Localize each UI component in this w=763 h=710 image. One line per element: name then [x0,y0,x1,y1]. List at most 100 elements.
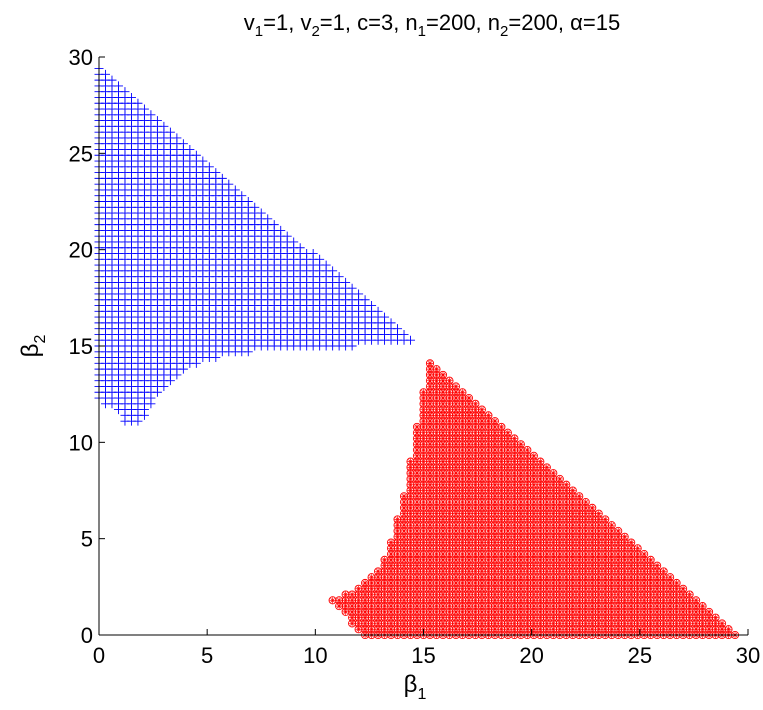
data-point-star [420,545,427,552]
data-point-star [420,435,427,442]
data-point-star [420,406,427,413]
data-point-star [394,551,401,558]
data-point-star [407,568,414,575]
data-point-star [401,510,408,517]
data-point-star [439,551,446,558]
data-point [438,370,448,379]
data-point-star [439,464,446,471]
data-point-star [355,608,362,615]
data-point-star [459,527,466,534]
data-point-star [439,608,446,615]
data-point-star [426,545,433,552]
data-point-star [433,481,440,488]
data-point-star [355,614,362,621]
data-point-star [401,574,408,581]
data-point-star [439,539,446,546]
y-tick-label: 25 [69,141,93,166]
data-point-star [414,504,421,511]
data-point-star [388,556,395,563]
data-point [451,382,461,391]
data-point-star [433,504,440,511]
data-point [367,301,377,311]
data-point-star [414,423,421,430]
data-point-star [433,366,440,373]
data-point-star [433,556,440,563]
data-point-star [485,412,492,419]
data-point-star [375,591,382,598]
data-point-star [452,556,459,563]
data-point-star [433,371,440,378]
data-point [243,197,253,206]
data-point [380,312,390,322]
data-point-star [452,510,459,517]
data-point-star [608,522,615,529]
data-point-star [621,533,628,540]
data-point-star [401,516,408,523]
data-point-star [420,551,427,558]
data-point-star [426,418,433,425]
data-point-star [355,585,362,592]
data-point-star [426,441,433,448]
data-point-star [446,389,453,396]
data-point [126,92,136,102]
x-tick-label: 20 [519,643,543,668]
data-point-star [433,591,440,598]
data-point-star [446,603,453,610]
data-point-star [407,475,414,482]
data-point-star [426,389,433,396]
data-point-star [414,591,421,598]
data-point-star [381,556,388,563]
data-point-star [420,608,427,615]
data-point [386,318,396,328]
data-point-star [426,522,433,529]
data-point-star [439,395,446,402]
data-point-star [401,579,408,586]
data-point-star [589,504,596,511]
data-point-star [446,522,453,529]
data-point-star [426,591,433,598]
data-point-star [420,447,427,454]
data-point-star [446,441,453,448]
data-point-star [368,626,375,633]
data-point-star [433,626,440,633]
data-point-star [439,383,446,390]
data-point-star [452,400,459,407]
data-point-star [401,620,408,627]
data-point-star [368,585,375,592]
data-point-star [439,447,446,454]
data-point [269,220,279,230]
data-point-star [465,620,472,627]
data-point-star [414,551,421,558]
data-point-star [426,487,433,494]
data-point-star [401,626,408,633]
data-point-star [452,626,459,633]
data-point-star [439,522,446,529]
data-point-star [414,626,421,633]
data-point-star [420,568,427,575]
data-point-star [446,475,453,482]
data-point-star [414,510,421,517]
data-point-star [446,510,453,517]
data-point-star [407,464,414,471]
data-point-star [459,429,466,436]
data-point-star [452,568,459,575]
data-point-star [420,493,427,500]
data-point-star [420,620,427,627]
data-point-star [452,470,459,477]
data-point-star [439,603,446,610]
data-point-star [414,533,421,540]
data-point-star [426,447,433,454]
data-point-star [414,556,421,563]
data-point-star [452,522,459,529]
data-point-star [355,603,362,610]
data-point-star [414,464,421,471]
data-point-star [439,585,446,592]
data-point-star [433,562,440,569]
data-point-star [401,568,408,575]
data-point-star [401,591,408,598]
data-point [113,81,123,91]
data-point-star [446,591,453,598]
data-point-star [414,545,421,552]
data-point-star [439,487,446,494]
data-point [282,231,292,241]
